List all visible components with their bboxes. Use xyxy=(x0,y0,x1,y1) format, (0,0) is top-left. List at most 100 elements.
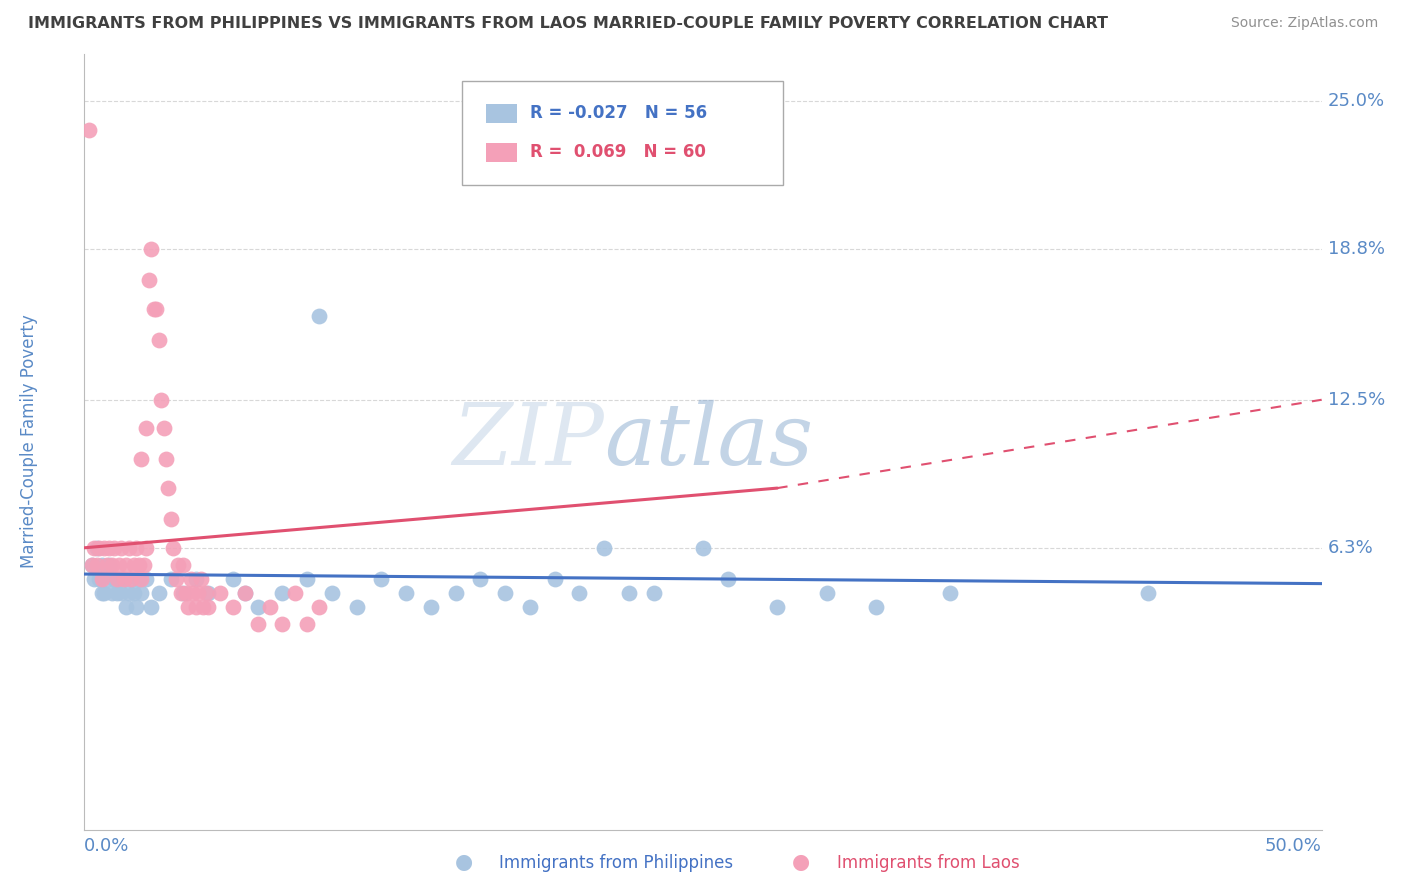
Point xyxy=(617,586,640,600)
Point xyxy=(643,586,665,600)
Point xyxy=(93,586,115,600)
Point xyxy=(98,541,121,555)
Point xyxy=(470,572,492,586)
Point xyxy=(295,572,318,586)
Point xyxy=(128,558,150,572)
Point xyxy=(98,558,121,572)
Point xyxy=(160,512,183,526)
Point xyxy=(96,572,118,586)
Point xyxy=(167,558,190,572)
Point xyxy=(83,572,105,586)
Point xyxy=(233,586,256,600)
Point xyxy=(162,541,184,555)
Point xyxy=(170,586,193,600)
Text: ●: ● xyxy=(793,853,810,872)
Point xyxy=(120,572,142,586)
Point xyxy=(246,600,269,615)
Point xyxy=(180,572,202,586)
Point xyxy=(118,541,141,555)
Point xyxy=(90,586,112,600)
Point xyxy=(141,600,163,615)
Point xyxy=(295,617,318,632)
Point xyxy=(115,600,138,615)
Point xyxy=(259,600,281,615)
Point xyxy=(197,586,219,600)
Point xyxy=(120,572,142,586)
Point xyxy=(191,600,214,615)
Point xyxy=(419,600,441,615)
Point xyxy=(543,572,565,586)
Text: 50.0%: 50.0% xyxy=(1265,837,1322,855)
Point xyxy=(80,558,103,572)
Text: R = -0.027   N = 56: R = -0.027 N = 56 xyxy=(530,104,707,122)
Point xyxy=(233,586,256,600)
Point xyxy=(222,600,245,615)
Point xyxy=(125,600,148,615)
Point xyxy=(174,586,197,600)
Text: atlas: atlas xyxy=(605,401,813,483)
Point xyxy=(346,600,368,615)
Point xyxy=(103,541,125,555)
Point xyxy=(190,572,212,586)
FancyBboxPatch shape xyxy=(461,80,783,186)
Point xyxy=(246,617,269,632)
Point xyxy=(89,572,111,586)
Text: 18.8%: 18.8% xyxy=(1327,240,1385,259)
Point xyxy=(110,586,132,600)
Point xyxy=(184,572,207,586)
Point xyxy=(148,333,170,347)
Point xyxy=(692,541,714,555)
Point xyxy=(593,541,616,555)
Point xyxy=(308,600,330,615)
Point xyxy=(160,572,183,586)
Point xyxy=(83,541,105,555)
Point xyxy=(112,572,135,586)
Point xyxy=(122,586,145,600)
Point xyxy=(138,273,160,287)
Point xyxy=(155,452,177,467)
Point xyxy=(939,586,962,600)
Point xyxy=(150,392,173,407)
Point xyxy=(105,586,128,600)
Point xyxy=(135,421,157,435)
Point xyxy=(90,572,112,586)
Text: Immigrants from Laos: Immigrants from Laos xyxy=(837,855,1019,872)
Point xyxy=(103,572,125,586)
Bar xyxy=(486,104,517,123)
Text: IMMIGRANTS FROM PHILIPPINES VS IMMIGRANTS FROM LAOS MARRIED-COUPLE FAMILY POVERT: IMMIGRANTS FROM PHILIPPINES VS IMMIGRANT… xyxy=(28,16,1108,31)
Point xyxy=(129,572,152,586)
Point xyxy=(271,617,294,632)
Point xyxy=(86,541,108,555)
Point xyxy=(865,600,887,615)
Point xyxy=(100,586,122,600)
Text: 6.3%: 6.3% xyxy=(1327,539,1374,557)
Point xyxy=(184,600,207,615)
Point xyxy=(181,586,204,600)
Point xyxy=(177,600,200,615)
Point xyxy=(129,586,152,600)
Point xyxy=(172,558,194,572)
Text: ZIP: ZIP xyxy=(453,401,605,483)
Point xyxy=(209,586,232,600)
Text: Immigrants from Philippines: Immigrants from Philippines xyxy=(499,855,734,872)
Point xyxy=(1137,586,1160,600)
Text: Source: ZipAtlas.com: Source: ZipAtlas.com xyxy=(1230,16,1378,30)
Point xyxy=(112,572,135,586)
Text: ●: ● xyxy=(456,853,472,872)
Point xyxy=(197,600,219,615)
Point xyxy=(135,572,157,586)
Point xyxy=(395,586,418,600)
Point xyxy=(100,558,122,572)
Bar xyxy=(486,143,517,162)
Text: Married-Couple Family Poverty: Married-Couple Family Poverty xyxy=(20,315,38,568)
Point xyxy=(568,586,591,600)
Point xyxy=(80,558,103,572)
Point xyxy=(110,541,132,555)
Text: R =  0.069   N = 60: R = 0.069 N = 60 xyxy=(530,143,706,161)
Point xyxy=(187,586,209,600)
Text: 25.0%: 25.0% xyxy=(1327,92,1385,111)
Point xyxy=(152,421,174,435)
Point xyxy=(321,586,343,600)
Point xyxy=(717,572,740,586)
Point xyxy=(108,572,131,586)
